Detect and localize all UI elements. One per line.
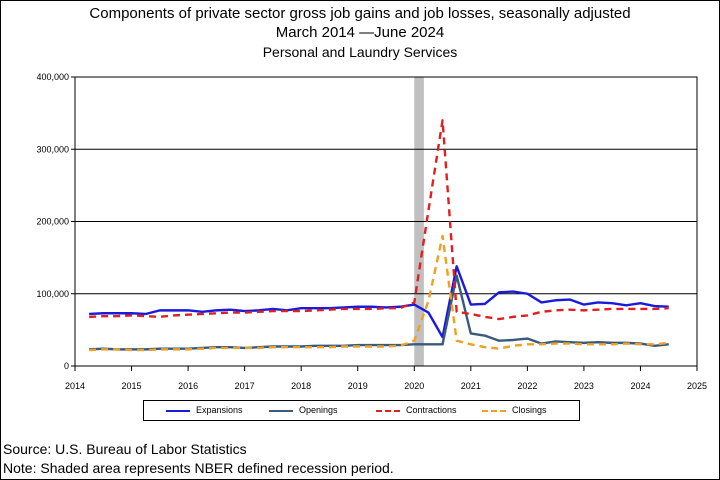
y-tick-label-200000: 200,000 <box>36 217 69 227</box>
legend-swatch-expansions <box>166 410 190 412</box>
x-tick-label-2021: 2021 <box>461 381 481 391</box>
chart-legend: Expansions Openings Contractions Closings <box>143 400 580 421</box>
legend-swatch-openings <box>269 410 293 412</box>
chart-plot: 0 100,000 200,000 300,000 400,000 2014 2015 201… <box>36 72 707 391</box>
x-tick-label-2014: 2014 <box>65 381 85 391</box>
legend-label-closings: Closings <box>512 405 547 415</box>
x-tick-label-2019: 2019 <box>348 381 368 391</box>
chart-subtitle: Personal and Laundry Services <box>262 44 458 60</box>
y-tick-label-300000: 300,000 <box>36 144 69 154</box>
legend-label-expansions: Expansions <box>196 405 243 415</box>
legend-label-openings: Openings <box>299 405 338 415</box>
y-tick-label-100000: 100,000 <box>36 289 69 299</box>
legend-swatch-closings <box>482 410 506 412</box>
x-tick-label-2016: 2016 <box>178 381 198 391</box>
recession-note: Note: Shaded area represents NBER define… <box>3 460 394 476</box>
x-tick-label-2022: 2022 <box>517 381 537 391</box>
series-line-closings <box>89 234 669 352</box>
y-tick-label-400000: 400,000 <box>36 72 69 82</box>
legend-label-contractions: Contractions <box>406 405 457 415</box>
x-tick-label-2025: 2025 <box>687 381 707 391</box>
plot-area-border <box>74 76 698 367</box>
x-tick-label-2017: 2017 <box>235 381 255 391</box>
y-tick-label-0: 0 <box>64 361 69 371</box>
x-tick-label-2015: 2015 <box>122 381 142 391</box>
chart-title: Components of private sector gross job g… <box>89 5 631 22</box>
source-note: Source: U.S. Bureau of Labor Statistics <box>3 441 247 457</box>
x-tick-label-2024: 2024 <box>630 381 650 391</box>
chart-date-range: March 2014 —June 2024 <box>275 24 445 41</box>
x-tick-label-2023: 2023 <box>574 381 594 391</box>
series-line-openings <box>89 274 669 351</box>
series-line-expansions <box>89 265 669 339</box>
x-tick-label-2018: 2018 <box>291 381 311 391</box>
legend-swatch-contractions <box>376 410 400 412</box>
x-tick-label-2020: 2020 <box>404 381 424 391</box>
series-line-contractions <box>89 119 669 321</box>
